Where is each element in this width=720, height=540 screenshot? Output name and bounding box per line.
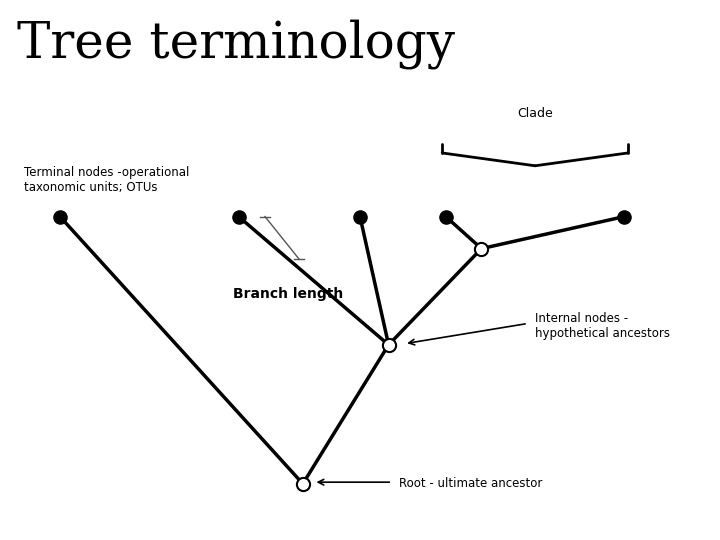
- Point: [297, 480, 309, 488]
- Text: Branch length: Branch length: [233, 287, 343, 301]
- Text: Tree terminology: Tree terminology: [17, 19, 455, 69]
- Text: Root - ultimate ancestor: Root - ultimate ancestor: [400, 477, 543, 490]
- Text: Clade: Clade: [517, 107, 553, 120]
- Text: Internal nodes -
hypothetical ancestors: Internal nodes - hypothetical ancestors: [535, 312, 670, 340]
- Point: [354, 212, 366, 221]
- Point: [54, 212, 66, 221]
- Point: [476, 244, 487, 253]
- Point: [233, 212, 244, 221]
- Point: [383, 341, 395, 349]
- Point: [618, 212, 630, 221]
- Text: Terminal nodes -operational
taxonomic units; OTUs: Terminal nodes -operational taxonomic un…: [24, 166, 189, 194]
- Point: [440, 212, 451, 221]
